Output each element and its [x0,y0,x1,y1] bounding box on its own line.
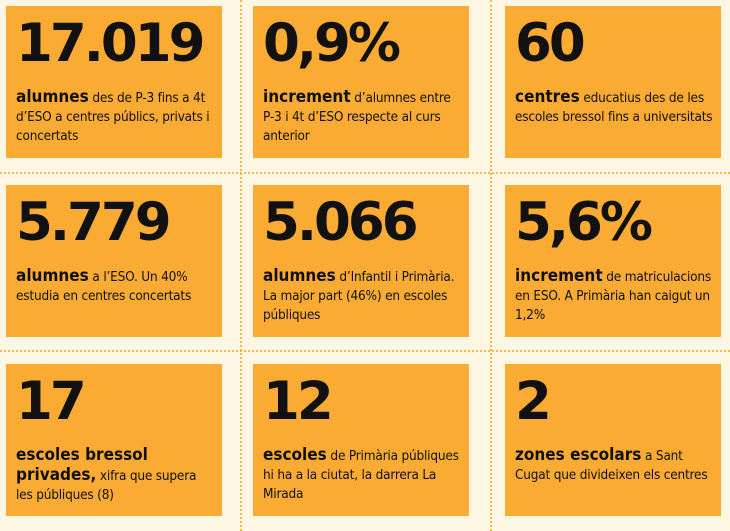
stat-card-private-nurseries: 17 escoles bressol privades, xifra que s… [6,364,222,516]
stat-number: 2 [515,371,552,432]
stat-text: a l’ESO. Un 40% estudia en centres conce… [16,269,192,304]
stat-description: escoles de Primària públiques hi ha a la… [263,446,461,504]
stat-text: des de P-3 fins a 4t d’ESO a centres púb… [16,90,210,144]
stat-number: 5.779 [16,192,172,253]
stat-card-students-increase: 0,9% increment d’alumnes entre P-3 i 4t … [253,6,469,158]
dotted-divider [0,350,730,352]
stat-text: de matriculacions en ESO. A Primària han… [515,269,712,323]
stat-description: increment de matriculacions en ESO. A Pr… [515,267,713,325]
stat-text: d’Infantil i Primària. La major part (46… [263,269,455,323]
stat-number: 12 [263,371,334,432]
stat-number: 17.019 [16,13,206,74]
stat-card-centres: 60 centres educatius des de les escoles … [505,6,721,158]
stat-keyword: increment [515,266,603,286]
stat-description: escoles bressol privades, xifra que supe… [16,446,214,505]
stat-description: increment d’alumnes entre P-3 i 4t d’ESO… [263,88,461,146]
stat-number: 5.066 [263,192,419,253]
stat-keyword: zones escolars [515,445,642,465]
stat-number: 60 [515,13,586,74]
stat-card-eso-increase: 5,6% increment de matriculacions en ESO.… [505,185,721,337]
stat-keyword: increment [263,87,351,107]
stat-text: educatius des de les escoles bressol fin… [515,90,713,125]
stat-description: alumnes a l’ESO. Un 40% estudia en centr… [16,267,214,306]
stat-card-public-primary: 12 escoles de Primària públiques hi ha a… [253,364,469,516]
stat-text: xifra que supera les públiques (8) [16,468,197,503]
stat-card-students-total: 17.019 alumnes des de P-3 fins a 4t d’ES… [6,6,222,158]
dotted-divider [490,0,492,531]
stat-description: zones escolars a Sant Cugat que divideix… [515,446,713,485]
stat-number: 17 [16,371,87,432]
stat-card-school-zones: 2 zones escolars a Sant Cugat que divide… [505,364,721,516]
stat-card-eso-students: 5.779 alumnes a l’ESO. Un 40% estudia en… [6,185,222,337]
stat-text: d’alumnes entre P-3 i 4t d’ESO respecte … [263,90,451,144]
stat-number: 5,6% [515,192,653,253]
stat-text: a Sant Cugat que divideixen els centres [515,448,708,483]
stat-keyword: centres [515,87,580,107]
stat-keyword: escoles bressol privades, [16,445,148,485]
stat-number: 0,9% [263,13,401,74]
stat-description: alumnes d’Infantil i Primària. La major … [263,267,461,325]
stat-keyword: alumnes [16,266,89,286]
dotted-divider [0,172,730,174]
stat-text: de Primària públiques hi ha a la ciutat,… [263,448,459,502]
dotted-divider [240,0,242,531]
stat-keyword: alumnes [263,266,336,286]
stat-card-primary-students: 5.066 alumnes d’Infantil i Primària. La … [253,185,469,337]
stat-description: centres educatius des de les escoles bre… [515,88,713,127]
stat-keyword: escoles [263,445,327,465]
stat-description: alumnes des de P-3 fins a 4t d’ESO a cen… [16,88,214,146]
stat-keyword: alumnes [16,87,89,107]
